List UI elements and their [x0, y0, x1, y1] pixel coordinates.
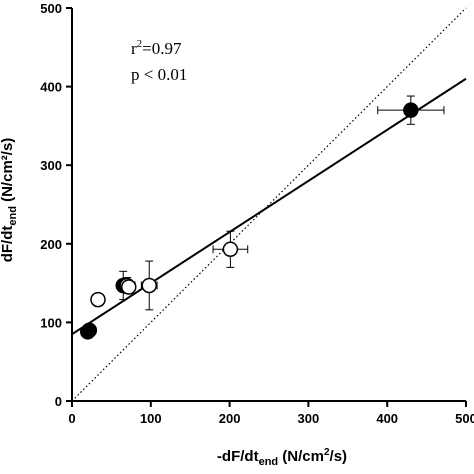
p-value-annotation: p < 0.01 — [131, 65, 187, 84]
x-tick-label: 400 — [376, 411, 398, 426]
x-tick-label: 0 — [68, 411, 75, 426]
y-tick-label: 0 — [55, 394, 62, 409]
y-tick-label: 100 — [40, 315, 62, 330]
filled-point-marker — [403, 102, 419, 118]
points-layer — [80, 95, 445, 340]
data-point — [377, 95, 445, 125]
x-tick-label: 200 — [219, 411, 241, 426]
data-point — [120, 279, 137, 295]
y-tick-label: 400 — [40, 80, 62, 95]
y-tick-label: 200 — [40, 237, 62, 252]
x-tick-label: 100 — [140, 411, 162, 426]
y-axis-label: dF/dtend (N/cm²/s) — [0, 138, 19, 263]
open-point-marker — [222, 241, 239, 258]
open-point-marker — [120, 279, 137, 295]
y-tick-label: 300 — [40, 158, 62, 173]
ticks-layer: 0 100 200 300 400 500 0 100 200 300 400 500 — [40, 1, 474, 426]
data-point — [212, 230, 249, 268]
x-tick-label: 500 — [455, 411, 474, 426]
identity-line — [71, 7, 467, 402]
data-point — [81, 322, 98, 339]
open-point-marker — [141, 277, 157, 294]
filled-point-marker — [81, 322, 98, 339]
y-tick-label: 500 — [40, 1, 62, 16]
r-squared-annotation: r2=0.97 — [131, 38, 182, 58]
data-point — [140, 260, 158, 311]
data-point — [90, 291, 106, 308]
x-axis-label: -dF/dtend (N/cm2/s) — [217, 447, 347, 468]
axes-layer — [71, 8, 466, 402]
regression-line — [71, 77, 467, 336]
open-point-marker — [90, 291, 106, 308]
x-tick-label: 300 — [298, 411, 320, 426]
lines-layer — [71, 7, 467, 402]
